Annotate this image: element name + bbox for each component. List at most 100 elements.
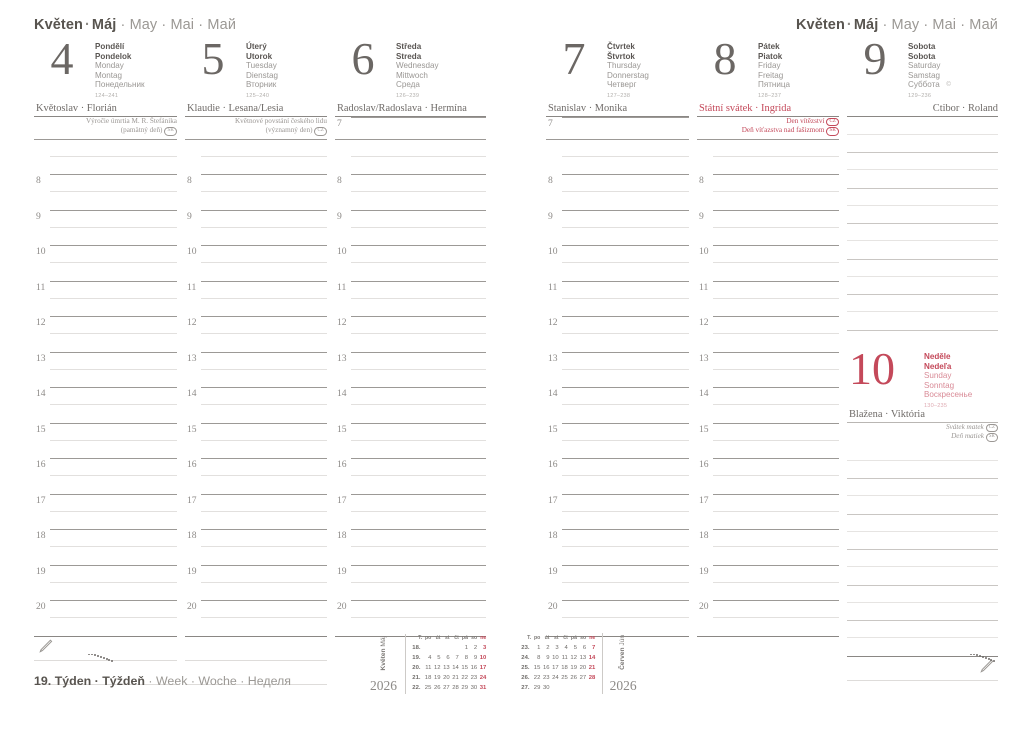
mini-day[interactable]: 15 [533, 664, 541, 671]
mini-day[interactable]: 1 [464, 644, 468, 651]
mini-calendar-june[interactable]: T. po út st čt pá so ne 23. 1 2 3 [520, 633, 637, 694]
mini-day[interactable]: 7 [455, 655, 459, 662]
mini-day[interactable] [433, 644, 442, 654]
sunday-lines[interactable] [847, 443, 998, 656]
mini-day[interactable]: 7 [592, 644, 596, 651]
notes-row[interactable] [335, 635, 486, 660]
hour-grid[interactable]: 7 8 9 10 11 12 13 14 15 16 17 18 19 20 [546, 116, 689, 636]
notes-area[interactable] [546, 635, 689, 660]
mini-day[interactable]: 22 [533, 675, 541, 682]
mini-day[interactable]: 8 [537, 654, 541, 661]
notes-area[interactable] [34, 635, 177, 708]
mini-day[interactable]: 28 [588, 675, 596, 682]
mini-day[interactable]: 20 [443, 675, 450, 682]
mini-day[interactable]: 23 [470, 675, 478, 682]
mini-day[interactable]: 6 [582, 644, 587, 651]
mini-day[interactable]: 30 [470, 685, 478, 692]
mini-day[interactable]: 2 [546, 644, 550, 651]
day-column-thursday[interactable]: 7 Čtvrtek Štvrtok Thursday Donnerstag Че… [546, 35, 697, 704]
mini-day[interactable]: 1 [537, 644, 541, 651]
mini-day[interactable]: 27 [443, 685, 450, 692]
mini-day[interactable] [451, 644, 460, 654]
notes-row[interactable] [185, 635, 327, 660]
hour-grid[interactable]: 8 9 10 11 12 13 14 15 16 17 18 19 20 [697, 138, 839, 636]
notes-row[interactable] [546, 635, 689, 660]
mini-day[interactable]: 21 [452, 675, 459, 682]
mini-day[interactable]: 16 [470, 665, 478, 672]
hour-grid[interactable]: 7 8 9 10 11 12 13 14 15 16 17 18 19 20 [335, 116, 486, 636]
day-column-monday[interactable]: 4 Pondělí Pondelok Monday Montag Понедел… [34, 35, 185, 708]
mini-day[interactable]: 20 [579, 664, 587, 671]
mini-calendar-table[interactable]: T. po út st čt pá so ne 23. 1 2 3 [520, 633, 597, 694]
mini-day[interactable]: 11 [561, 654, 568, 661]
notes-area[interactable] [847, 655, 998, 704]
mini-day[interactable] [569, 684, 578, 694]
mini-day[interactable]: 11 [425, 665, 432, 672]
mini-day[interactable] [578, 684, 587, 694]
mini-day[interactable]: 3 [483, 644, 487, 651]
mini-day[interactable]: 25 [424, 685, 432, 692]
mini-day[interactable]: 25 [561, 675, 568, 682]
notes-row[interactable] [185, 659, 327, 684]
day-column-wednesday[interactable]: 6 Středa Streda Wednesday Mittwoch Среда… [335, 35, 486, 708]
mini-day[interactable]: 30 [542, 685, 550, 692]
mini-day[interactable]: 5 [573, 644, 577, 651]
day-column-tuesday[interactable]: 5 Úterý Utorok Tuesday Dienstag Вторник … [185, 35, 335, 708]
mini-day[interactable] [587, 684, 596, 694]
mini-day[interactable]: 12 [433, 665, 441, 672]
mini-day[interactable] [551, 684, 560, 694]
mini-day[interactable]: 24 [479, 675, 487, 682]
mini-day[interactable]: 14 [588, 654, 596, 661]
notes-row[interactable] [847, 655, 998, 680]
mini-day[interactable]: 10 [479, 655, 487, 662]
mini-day[interactable]: 19 [433, 675, 441, 682]
saturday-lines[interactable] [847, 117, 998, 347]
mini-day[interactable]: 17 [552, 664, 559, 671]
notes-row[interactable] [34, 683, 177, 708]
mini-day[interactable]: 21 [588, 664, 596, 671]
mini-day[interactable]: 19 [570, 664, 577, 671]
mini-day[interactable] [442, 644, 451, 654]
mini-day[interactable]: 4 [428, 655, 432, 662]
mini-day[interactable]: 29 [461, 685, 468, 692]
mini-day[interactable]: 12 [570, 654, 577, 661]
mini-day[interactable]: 22 [461, 675, 468, 682]
mini-day[interactable]: 18 [561, 664, 568, 671]
mini-day[interactable]: 4 [564, 644, 568, 651]
mini-day[interactable]: 26 [570, 675, 577, 682]
mini-day[interactable]: 26 [433, 685, 441, 692]
mini-day[interactable]: 8 [464, 655, 468, 662]
mini-day[interactable]: 16 [542, 664, 550, 671]
notes-area[interactable] [185, 635, 327, 708]
mini-day[interactable]: 14 [452, 665, 459, 672]
notes-row[interactable] [847, 679, 998, 704]
notes-row[interactable] [185, 683, 327, 708]
notes-row[interactable] [697, 635, 839, 660]
notes-area[interactable] [335, 635, 486, 660]
day-column-friday[interactable]: 8 Pátek Piatok Friday Freitag Пятница 12… [697, 35, 847, 704]
day-column-weekend[interactable]: 9 Sobota Sobota Saturday Samstag Суббота… [847, 35, 998, 704]
mini-day[interactable]: 9 [473, 655, 478, 662]
notes-area[interactable] [697, 635, 839, 660]
mini-day[interactable]: 18 [424, 675, 432, 682]
mini-day[interactable]: 2 [473, 644, 478, 651]
mini-day[interactable] [424, 644, 433, 654]
mini-day[interactable]: 5 [437, 655, 441, 662]
notes-row[interactable] [34, 635, 177, 660]
mini-day[interactable]: 29 [533, 685, 541, 692]
mini-day[interactable]: 10 [552, 654, 559, 661]
hour-grid[interactable]: 8 9 10 11 12 13 14 15 16 17 18 19 20 [34, 138, 177, 636]
mini-day[interactable]: 17 [479, 665, 487, 672]
mini-day[interactable]: 6 [446, 655, 450, 662]
mini-day[interactable]: 13 [443, 665, 450, 672]
mini-day[interactable]: 31 [479, 685, 487, 692]
notes-row[interactable] [34, 659, 177, 684]
mini-calendar-may[interactable]: Květen Máj 2026 T. po út st čt pá so ne [370, 633, 488, 694]
mini-day[interactable]: 15 [461, 665, 468, 672]
hour-grid[interactable]: 8 9 10 11 12 13 14 15 16 17 18 19 20 [185, 138, 327, 636]
mini-day[interactable]: 28 [452, 685, 459, 692]
mini-day[interactable]: 3 [555, 644, 559, 651]
mini-day[interactable] [560, 684, 569, 694]
mini-day[interactable]: 27 [579, 675, 587, 682]
mini-day[interactable]: 24 [552, 675, 559, 682]
